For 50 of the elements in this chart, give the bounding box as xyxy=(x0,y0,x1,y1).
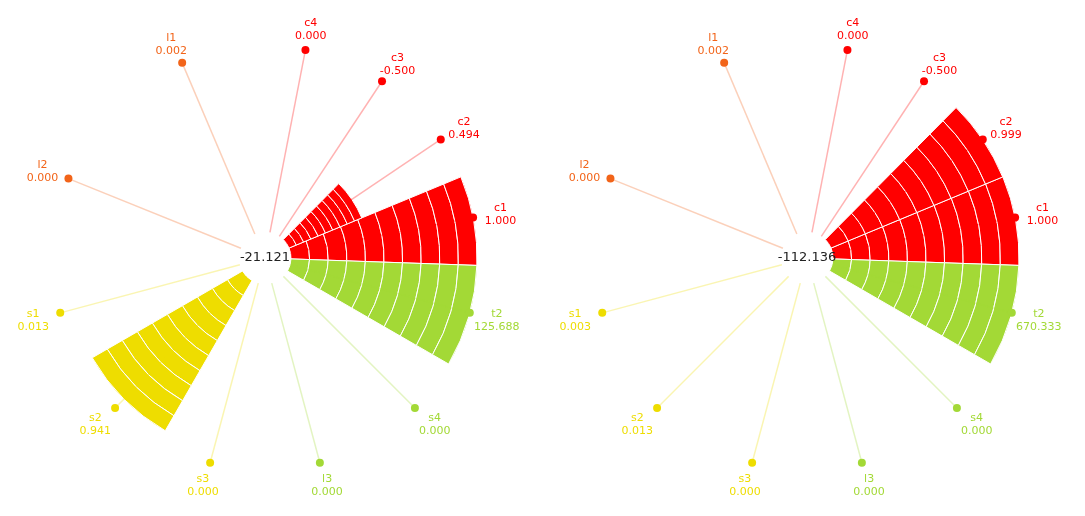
data-label: 0.013 xyxy=(621,424,654,438)
category-label: l1 xyxy=(708,30,719,44)
text: -21.121 xyxy=(239,249,291,265)
category-label: c4 xyxy=(846,16,860,30)
category-label: s3 xyxy=(738,472,752,486)
category-label: l1 xyxy=(166,30,177,44)
data-label: 0.000 xyxy=(960,424,993,438)
data-label: 0.000 xyxy=(311,485,343,499)
category-label: c3 xyxy=(932,50,946,64)
category-label: c3 xyxy=(390,50,404,64)
category-label: c2 xyxy=(999,115,1013,129)
category-label: s4 xyxy=(428,411,442,425)
data-label: -0.500 xyxy=(379,63,416,77)
category-label: l2 xyxy=(37,158,48,172)
data-label: 670.333 xyxy=(1016,319,1062,333)
category-label: c1 xyxy=(494,201,508,215)
category-label: s2 xyxy=(630,411,644,425)
text: -112.136 xyxy=(777,249,837,265)
data-label: 0.000 xyxy=(568,171,601,185)
data-label: 0.999 xyxy=(990,128,1022,142)
data-label: 0.941 xyxy=(79,424,112,438)
data-label: 0.013 xyxy=(17,319,49,333)
category-label: s4 xyxy=(970,411,984,425)
data-label: 0.000 xyxy=(187,485,219,499)
data-label: 125.688 xyxy=(474,319,520,333)
category-label: s3 xyxy=(196,472,210,486)
data-label: 1.000 xyxy=(484,214,517,228)
data-label: 1.000 xyxy=(1026,214,1059,228)
category-label: c2 xyxy=(457,115,471,129)
data-label: 0.494 xyxy=(448,128,480,142)
data-label: 0.000 xyxy=(853,485,885,499)
data-label: 0.003 xyxy=(559,319,591,333)
category-label: l3 xyxy=(864,472,875,486)
category-label: s1 xyxy=(568,306,582,320)
category-label: l3 xyxy=(322,472,333,486)
category-label: l2 xyxy=(579,158,590,172)
category-label: c4 xyxy=(304,16,318,30)
data-label: 0.000 xyxy=(837,29,869,43)
data-label: 0.000 xyxy=(729,485,761,499)
category-label: t2 xyxy=(491,306,503,320)
category-label: t2 xyxy=(1033,306,1045,320)
data-label: 0.002 xyxy=(155,43,187,57)
data-label: 0.002 xyxy=(697,43,729,57)
data-label: 0.000 xyxy=(418,424,451,438)
category-label: s2 xyxy=(88,411,102,425)
data-label: 0.000 xyxy=(295,29,327,43)
data-label: -0.500 xyxy=(921,63,958,77)
category-label: s1 xyxy=(26,306,40,320)
category-label: c1 xyxy=(1036,201,1050,215)
data-label: 0.000 xyxy=(26,171,59,185)
